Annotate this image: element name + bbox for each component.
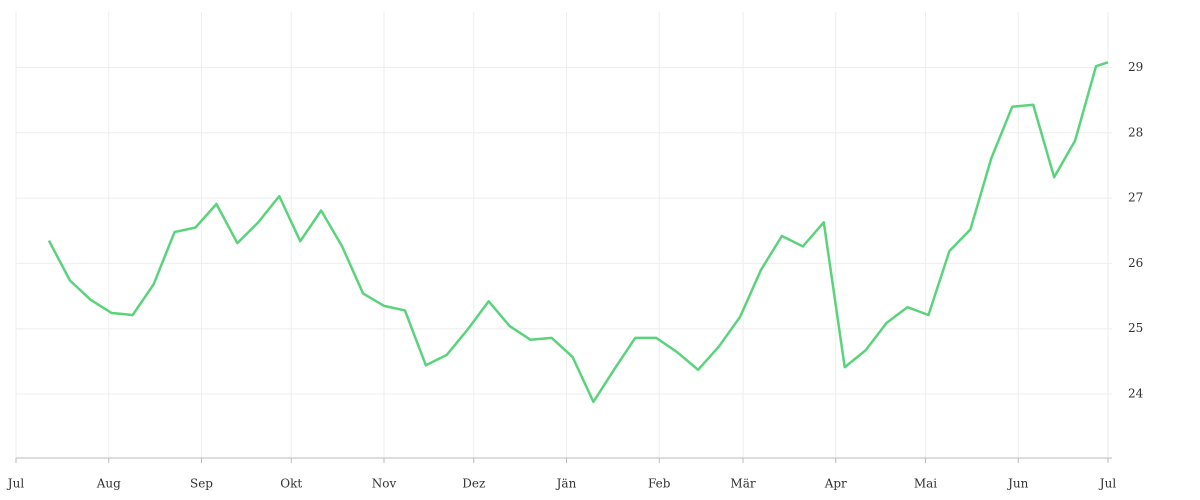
line-series <box>47 61 1109 404</box>
y-tick-label: 25 <box>1128 321 1143 335</box>
x-tick-label: Jul <box>6 477 25 491</box>
y-tick-label: 28 <box>1128 125 1143 139</box>
y-tick-label: 29 <box>1128 60 1143 74</box>
x-tick-label: Sep <box>190 477 213 491</box>
y-tick-label: 24 <box>1128 387 1144 401</box>
x-tick-label: Mai <box>914 477 937 491</box>
y-tick-label: 26 <box>1128 256 1143 270</box>
x-tick-label: Dez <box>462 477 485 491</box>
x-tick-label: Aug <box>96 477 121 491</box>
y-tick-label: 27 <box>1128 191 1143 205</box>
x-tick-label: Jun <box>1006 477 1029 491</box>
x-tick-label: Apr <box>824 477 847 491</box>
x-tick-label: Jul <box>1098 477 1117 491</box>
x-tick-label: Mär <box>730 477 755 491</box>
x-tick-label: Feb <box>648 477 671 491</box>
x-tick-label: Okt <box>280 477 302 491</box>
x-tick-label: Jän <box>555 477 577 491</box>
x-tick-label: Nov <box>372 477 397 491</box>
